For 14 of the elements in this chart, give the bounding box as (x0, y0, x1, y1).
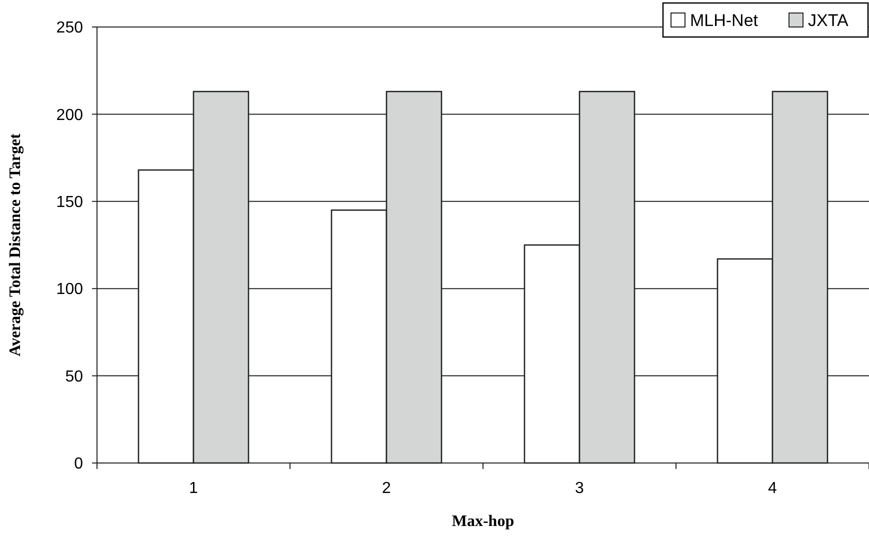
x-axis-title: Max-hop (452, 513, 514, 530)
y-tick-label: 50 (65, 368, 84, 386)
y-tick-label: 0 (74, 456, 84, 473)
x-tick-label: 4 (768, 480, 778, 497)
legend-label: JXTA (808, 10, 849, 30)
y-tick-label: 150 (56, 194, 84, 211)
y-tick-label: 250 (56, 20, 84, 37)
x-tick-label: 3 (575, 480, 584, 497)
x-tick-label: 2 (382, 480, 392, 497)
y-tick-label: 100 (56, 281, 84, 298)
y-axis-title: Average Total Distance to Target (7, 132, 24, 356)
legend-label: MLH-Net (690, 10, 758, 30)
x-tick-label: 1 (189, 480, 198, 497)
y-tick-label: 200 (56, 106, 84, 124)
